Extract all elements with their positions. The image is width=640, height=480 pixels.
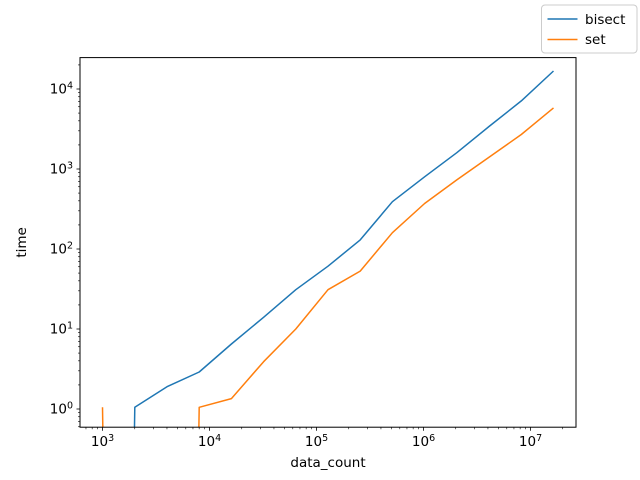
- x-tick-label: 104: [198, 433, 221, 450]
- x-tick-label: 105: [305, 433, 328, 450]
- legend-label-bisect: bisect: [585, 12, 625, 28]
- x-axis-tick-labels: 103 104 105 106 107: [91, 433, 542, 450]
- y-tick-label: 102: [50, 241, 73, 258]
- legend-frame: [541, 4, 638, 54]
- x-axis-major-ticks: [102, 427, 531, 431]
- y-axis-tick-labels: 100 101 102 103 104: [50, 81, 73, 418]
- legend: bisect set: [541, 4, 638, 54]
- legend-label-set: set: [585, 32, 606, 48]
- x-tick-label: 103: [91, 433, 114, 450]
- y-tick-label: 101: [50, 321, 73, 338]
- axes-frame: [79, 57, 577, 428]
- series-line-set: [101, 107, 554, 428]
- series-line-bisect: [133, 70, 555, 428]
- x-tick-label: 107: [519, 433, 542, 450]
- y-tick-label: 104: [50, 81, 73, 98]
- y-tick-label: 100: [50, 401, 73, 418]
- y-axis-label: time: [14, 227, 30, 258]
- x-tick-label: 106: [412, 433, 435, 450]
- plot-series: [101, 70, 555, 428]
- x-axis-label: data_count: [290, 455, 365, 471]
- y-tick-label: 103: [50, 161, 73, 178]
- y-axis-major-ticks: [76, 88, 80, 410]
